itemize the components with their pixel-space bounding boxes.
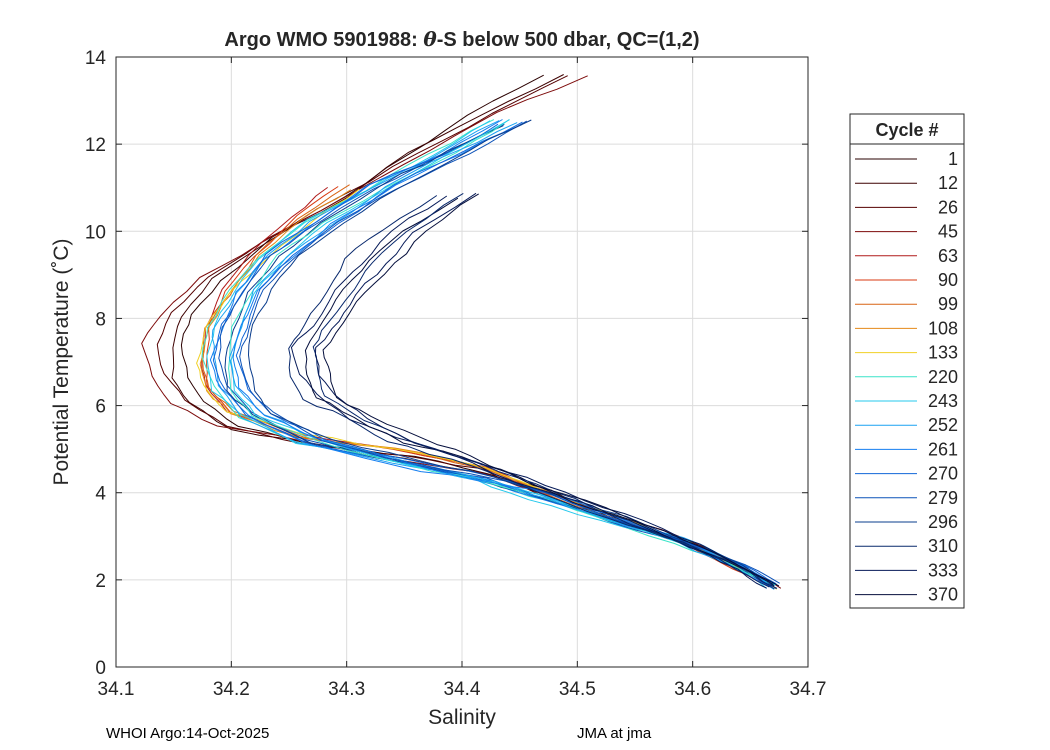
cycle-profile-line — [206, 120, 767, 589]
legend-entry-label: 90 — [938, 270, 958, 290]
x-tick-label: 34.1 — [98, 679, 135, 700]
footer-right: JMA at jma — [577, 725, 652, 742]
y-tick-label: 6 — [95, 397, 106, 418]
legend-entry-label: 310 — [928, 536, 958, 556]
legend-title: Cycle # — [875, 120, 938, 140]
x-axis-label: Salinity — [428, 706, 496, 729]
data-curves — [141, 74, 782, 590]
chart-title-suffix: -S below 500 dbar, QC=(1,2) — [437, 29, 700, 51]
legend-entry-label: 12 — [938, 173, 958, 193]
legend-entry-label: 108 — [928, 318, 958, 338]
cycle-profile-line — [239, 120, 780, 584]
legend-entry-label: 370 — [928, 585, 958, 605]
y-tick-label: 8 — [95, 309, 106, 330]
cycle-profile-line — [290, 195, 767, 589]
cycle-profile-line — [212, 123, 768, 584]
cycle-profile-line — [312, 192, 778, 589]
legend-entry-label: 63 — [938, 246, 958, 266]
legend-entry-label: 296 — [928, 512, 958, 532]
axis-ticks: 34.1 34.2 34.3 34.4 34.5 34.6 34.7 0 2 4 6 8 10 12 14 — [85, 48, 827, 700]
cycle-profile-line — [322, 193, 780, 587]
legend-box — [849, 113, 965, 609]
y-tick-label: 10 — [85, 222, 106, 243]
legend-entry-label: 252 — [928, 415, 958, 435]
legend-entry-label: 220 — [928, 367, 958, 387]
legend-entry-label: 261 — [928, 439, 958, 459]
x-tick-label: 34.2 — [213, 679, 250, 700]
cycle-profile-line — [228, 122, 775, 590]
footer-left: WHOI Argo:14-Oct-2025 — [106, 725, 270, 742]
cycle-profile-line — [304, 197, 774, 585]
legend-entry-label: 243 — [928, 391, 958, 411]
legend-entry-label: 279 — [928, 488, 958, 508]
legend-entry-label: 99 — [938, 294, 958, 314]
cycle-profile-line — [218, 123, 774, 589]
legend-entry-label: 133 — [928, 343, 958, 363]
x-tick-label: 34.3 — [328, 679, 365, 700]
legend-entry-label: 45 — [938, 222, 958, 242]
cycle-profile-line — [314, 192, 775, 587]
chart-title-theta: θ — [423, 27, 437, 51]
series-group — [288, 192, 780, 589]
legend-entry-label: 1 — [948, 149, 958, 169]
y-tick-label: 12 — [85, 135, 106, 156]
chart-title-prefix: Argo WMO 5901988: — [224, 29, 423, 51]
x-tick-label: 34.4 — [444, 679, 481, 700]
cycle-profile-line — [224, 125, 777, 590]
legend: Cycle # 1 12 26 45 63 90 99 108 133 220 243 252 261 2… — [849, 113, 965, 609]
legend-entry-label: 26 — [938, 197, 958, 217]
chart-title: Argo WMO 5901988: θ-S below 500 dbar, QC… — [224, 27, 699, 51]
legend-entry-label: 270 — [928, 464, 958, 484]
y-tick-label: 14 — [85, 48, 107, 69]
x-tick-label: 34.7 — [790, 679, 827, 700]
y-axis-label: Potential Temperature (˚C) — [50, 238, 73, 485]
x-tick-label: 34.5 — [559, 679, 596, 700]
cycle-profile-line — [232, 123, 778, 585]
x-tick-label: 34.6 — [674, 679, 711, 700]
y-tick-label: 2 — [95, 571, 106, 592]
y-tick-label: 0 — [95, 658, 106, 679]
legend-entry-label: 333 — [928, 560, 958, 580]
legend-entries: 1 12 26 45 63 90 99 108 133 220 243 252 261 270 279 296… — [855, 149, 958, 605]
y-tick-label: 4 — [95, 484, 106, 505]
